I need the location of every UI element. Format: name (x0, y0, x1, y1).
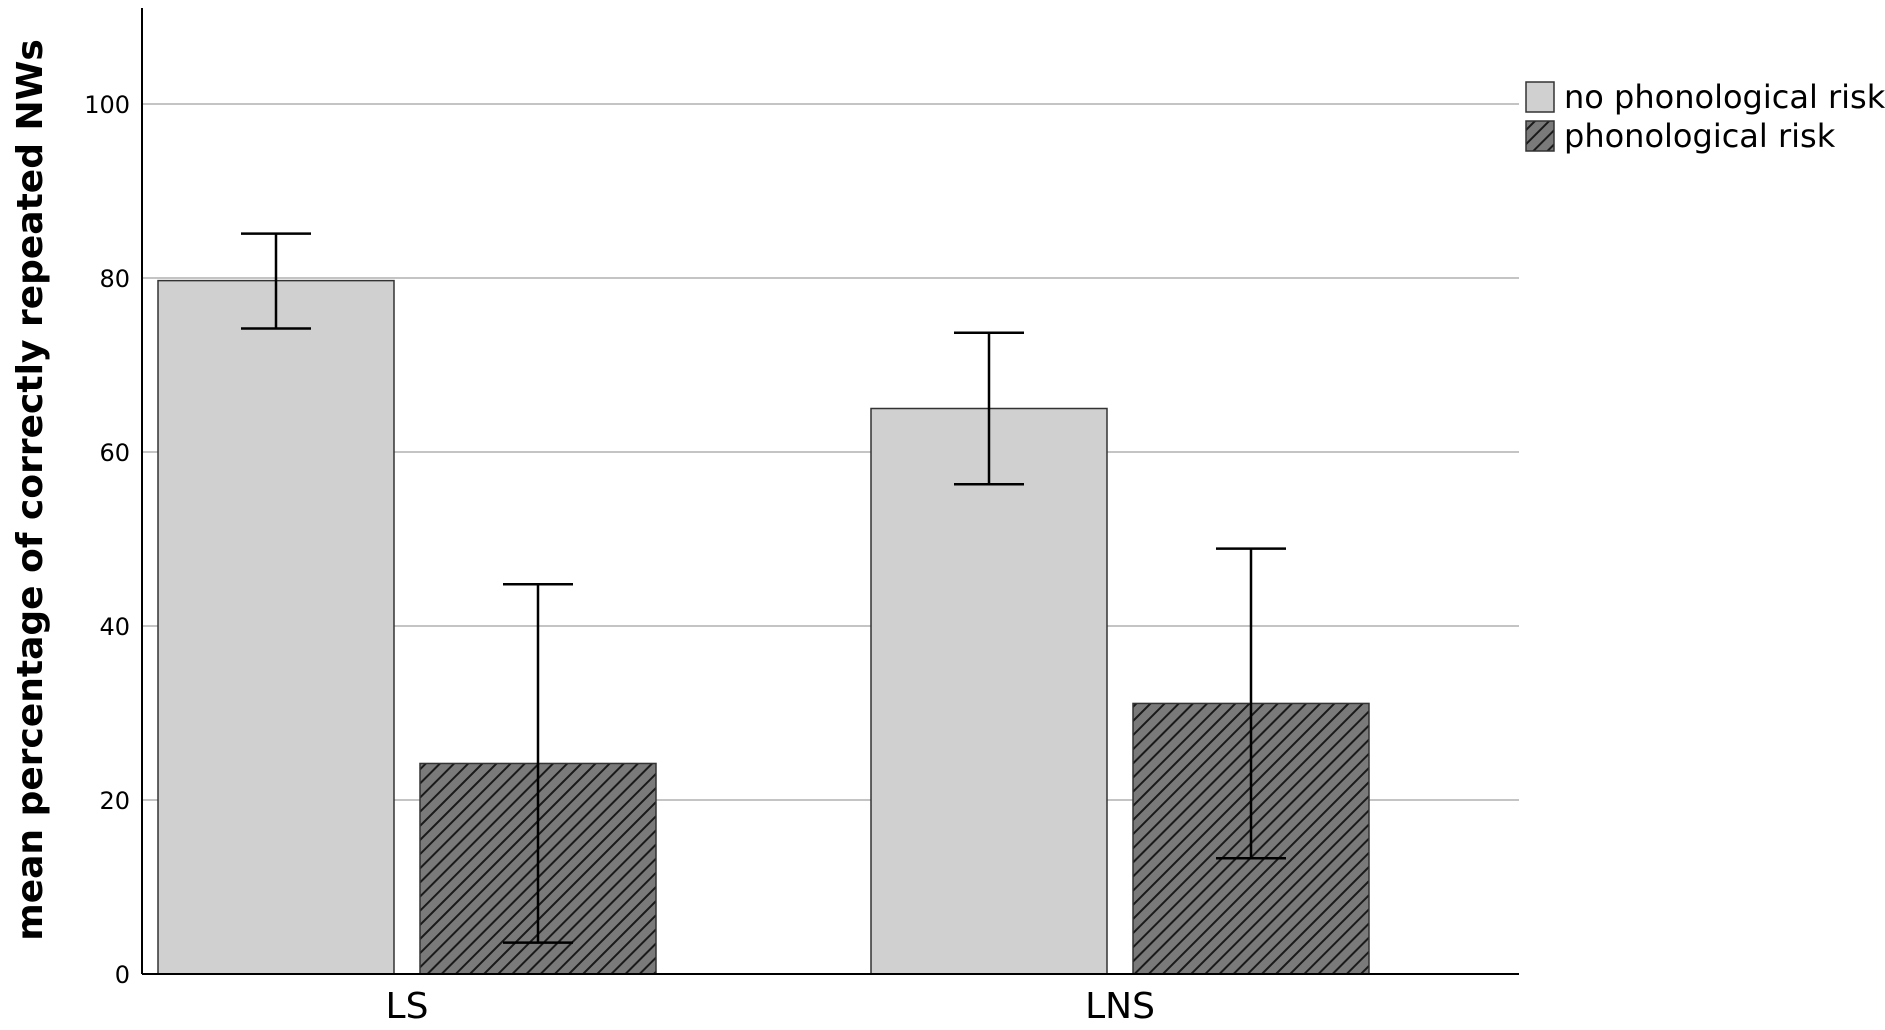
bar-ls-no-risk (157, 279, 395, 975)
x-category-label: LS (386, 986, 429, 1027)
legend-item-no-risk: no phonological risk (1525, 78, 1885, 116)
error-bar-ls-risk (503, 582, 573, 944)
y-axis-title: mean percentage of correctly repeated NW… (10, 39, 51, 941)
legend-swatch (1525, 81, 1555, 113)
error-bars (241, 232, 1286, 944)
y-tick-label: 60 (99, 439, 130, 467)
legend-swatch (1525, 120, 1555, 152)
axis-labels: 0 20 40 60 80 100 LS LNS mean percentage of corr… (10, 39, 1155, 1027)
y-tick-label: 0 (115, 961, 130, 989)
y-tick-label: 100 (84, 91, 130, 119)
y-tick-label: 20 (99, 787, 130, 815)
legend-item-risk: phonological risk (1525, 117, 1836, 155)
bars (157, 279, 1370, 975)
x-category-label: LNS (1085, 986, 1155, 1027)
axes (141, 8, 1519, 975)
error-bar-ls-no-risk (241, 232, 311, 330)
error-bar-lns-no-risk (954, 331, 1024, 486)
y-tick-label: 80 (99, 265, 130, 293)
legend-label: phonological risk (1564, 117, 1836, 155)
bar-lns-no-risk (870, 407, 1108, 975)
error-bar-lns-risk (1216, 547, 1286, 860)
y-tick-label: 40 (99, 613, 130, 641)
legend-label: no phonological risk (1564, 78, 1885, 116)
